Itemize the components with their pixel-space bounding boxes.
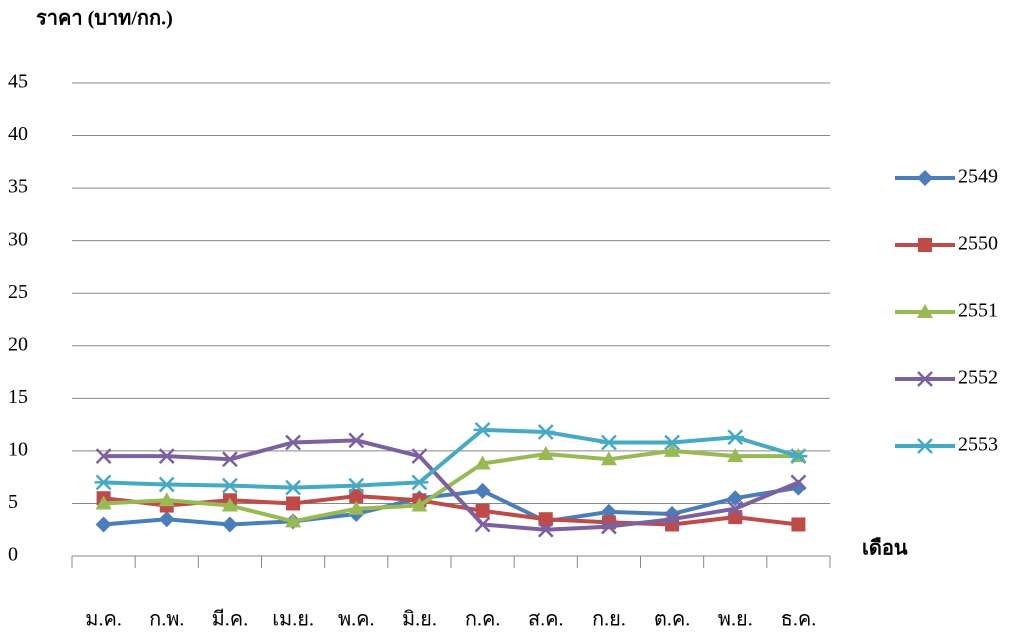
legend-label: 2551 [958,300,998,322]
marker [474,482,491,499]
marker [222,451,238,468]
marker [410,474,429,491]
x-tick-label: ก.ค. [465,609,501,631]
legend-label: 2550 [958,233,998,255]
series-line [103,427,799,490]
marker [474,516,491,533]
y-tick-label: 10 [8,438,28,460]
marker [791,517,806,532]
marker [537,521,554,538]
marker [348,500,365,515]
marker [411,497,428,512]
marker [790,474,807,491]
x-tick-label: ต.ค. [654,609,690,631]
legend-label: 2549 [958,166,998,188]
legend-marker [917,304,933,318]
x-tick-label: พ.ค. [338,609,375,631]
y-tick-label: 40 [8,123,28,145]
marker [537,446,554,461]
marker [789,448,808,465]
marker [284,479,303,496]
marker [285,434,301,451]
marker [536,424,555,440]
marker [727,448,744,463]
marker [95,516,112,533]
x-tick-label: ธ.ค. [781,609,817,631]
x-tick-label: เม.ย. [272,609,314,631]
legend-marker [916,438,934,454]
marker [600,451,617,466]
x-tick-label: ก.ย. [592,609,626,631]
marker [601,518,617,535]
marker [411,448,428,465]
marker [473,421,492,438]
y-tick-label: 5 [8,491,18,513]
legend-label: 2552 [958,367,998,389]
x-tick-label: ส.ค. [528,609,564,631]
x-tick-label: พ.ย. [718,609,753,631]
series-line [103,448,799,524]
series-line [103,494,799,527]
legend-marker [918,238,932,252]
marker [474,455,491,470]
marker [599,434,618,451]
x-tick-label: มี.ค. [212,609,249,631]
marker [347,477,366,494]
marker [158,511,175,528]
marker [475,503,490,518]
marker [158,492,175,507]
marker [94,474,113,491]
legend-marker [917,170,933,186]
marker [285,513,302,528]
marker [95,495,112,510]
y-tick-label: 0 [8,544,18,566]
marker [221,497,238,512]
marker [220,477,239,494]
marker [286,496,301,511]
marker [158,448,175,465]
marker [727,490,744,507]
marker [726,429,745,446]
y-axis-title: ราคา (บาท/กก.) [36,8,173,30]
y-tick-label: 15 [8,386,28,408]
x-tick-label: ก.พ. [149,609,184,631]
y-tick-label: 35 [8,176,28,198]
x-tick-label: มิ.ย. [402,609,437,631]
legend-label: 2553 [958,434,998,456]
marker [663,434,682,451]
y-tick-label: 30 [8,228,28,250]
marker [349,489,364,504]
legend-marker [917,371,933,387]
marker [727,500,744,517]
marker [221,516,238,533]
marker [95,448,112,465]
marker [664,442,681,457]
y-tick-label: 45 [8,71,28,93]
x-axis-title: เดือน [862,537,908,560]
y-tick-label: 25 [8,281,28,303]
y-tick-label: 20 [8,333,28,355]
marker [157,476,176,493]
marker [348,432,365,449]
marker [664,511,680,528]
x-tick-label: ม.ค. [85,609,122,631]
series-line [103,485,799,527]
series-line [103,438,800,532]
marker [538,512,553,527]
